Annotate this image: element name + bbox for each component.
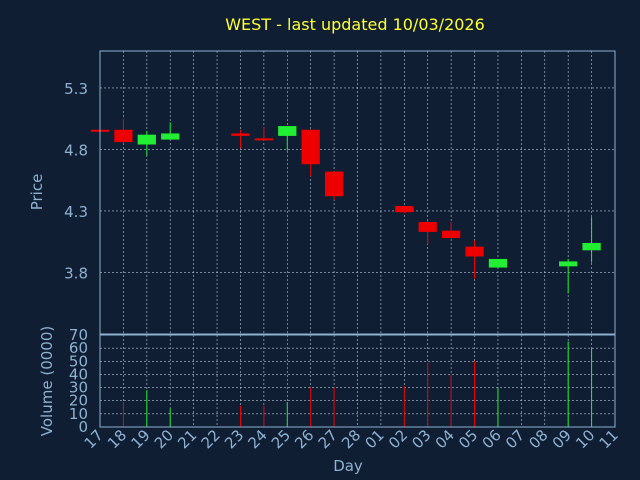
candle-body xyxy=(254,138,273,141)
x-tick-label: 19 xyxy=(127,426,153,452)
volume-panel-frame xyxy=(99,334,616,428)
candle xyxy=(278,126,297,151)
candle xyxy=(465,240,484,279)
volume-axis-label: Volume (0000) xyxy=(38,326,56,436)
volume-y-tick-label: 0 xyxy=(78,418,88,436)
candle xyxy=(114,118,133,144)
x-tick-label: 28 xyxy=(338,426,364,452)
candle xyxy=(324,171,344,200)
volume-y-tick-label: 70 xyxy=(69,326,88,344)
volume-grid xyxy=(99,334,616,428)
x-tick-label: 20 xyxy=(151,426,177,452)
price-axis-label: Price xyxy=(28,174,46,211)
volume-y-tick-label: 40 xyxy=(69,365,88,383)
candle xyxy=(254,127,273,141)
candle-body xyxy=(465,246,484,257)
x-tick-label: 27 xyxy=(315,426,341,452)
price-y-tick-label: 5.3 xyxy=(64,80,88,98)
x-tick-label: 01 xyxy=(362,426,388,452)
x-tick-label: 03 xyxy=(408,426,434,452)
price-candles xyxy=(90,118,601,294)
x-tick-label: 08 xyxy=(525,426,551,452)
volume-y-tick-label: 30 xyxy=(69,379,88,397)
x-tick-label: 09 xyxy=(549,426,575,452)
volume-bars xyxy=(122,341,593,427)
candle xyxy=(418,220,437,245)
candle-body xyxy=(582,242,601,251)
volume-y-tick-label: 50 xyxy=(69,352,88,370)
price-y-axis: 3.8 4.3 4.8 5.3 xyxy=(64,80,88,283)
volume-y-tick-label: 60 xyxy=(69,339,88,357)
x-axis-label: Day xyxy=(333,457,363,475)
candle-body xyxy=(559,261,578,267)
candle xyxy=(231,129,250,149)
candle xyxy=(488,258,508,268)
price-grid xyxy=(99,51,616,334)
candle-body xyxy=(418,222,437,232)
candle-body xyxy=(114,129,133,143)
candle-body xyxy=(137,134,156,145)
x-tick-label: 26 xyxy=(291,426,317,452)
price-y-tick-label: 4.3 xyxy=(64,203,88,221)
x-axis: 1718192021222324252627280102030405060708… xyxy=(81,426,622,452)
price-y-tick-label: 4.8 xyxy=(64,141,88,159)
x-tick-label: 10 xyxy=(572,426,598,452)
candle-body xyxy=(231,133,250,136)
x-tick-label: 18 xyxy=(104,426,130,452)
candle xyxy=(442,222,461,239)
volume-y-tick-label: 20 xyxy=(69,392,88,410)
candle xyxy=(582,217,601,263)
candle xyxy=(395,206,414,214)
price-y-tick-label: 3.8 xyxy=(64,264,88,282)
candle xyxy=(137,130,156,156)
candle-body xyxy=(301,129,320,165)
x-tick-label: 04 xyxy=(432,426,458,452)
candle-body xyxy=(488,258,508,268)
x-tick-label: 22 xyxy=(198,426,224,452)
x-tick-label: 02 xyxy=(385,426,411,452)
x-tick-label: 23 xyxy=(221,426,247,452)
candle xyxy=(161,122,180,140)
x-tick-label: 24 xyxy=(244,426,270,452)
price-panel-frame xyxy=(99,50,616,335)
x-tick-label: 06 xyxy=(479,426,505,452)
chart-title: WEST - last updated 10/03/2026 xyxy=(225,15,485,34)
x-tick-label: 25 xyxy=(268,426,294,452)
candle xyxy=(301,129,320,177)
candle-body xyxy=(442,230,461,239)
x-tick-label: 07 xyxy=(502,426,528,452)
candle-body xyxy=(324,171,344,197)
x-tick-label: 21 xyxy=(174,426,200,452)
candle xyxy=(559,258,578,294)
candle-body xyxy=(161,133,180,140)
x-tick-label: 05 xyxy=(455,426,481,452)
candle-body xyxy=(278,126,297,136)
candle-body xyxy=(395,206,414,213)
x-tick-label: 11 xyxy=(596,426,622,452)
volume-y-tick-label: 10 xyxy=(69,405,88,423)
